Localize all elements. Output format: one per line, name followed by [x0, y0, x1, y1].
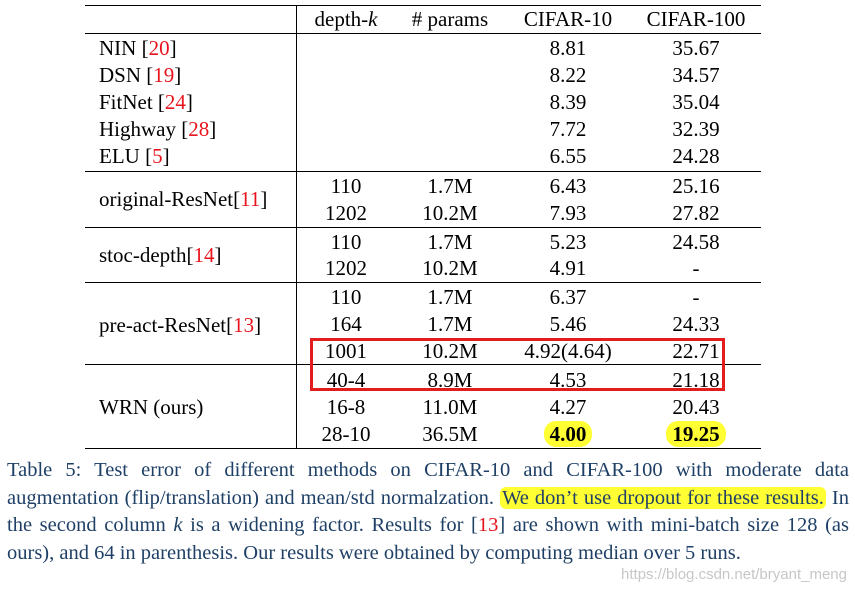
watermark: https://blog.csdn.net/bryant_meng [621, 566, 847, 583]
cell-params: 10.2M [422, 256, 478, 280]
method-nin: NIN [20] [99, 36, 177, 60]
cell-params: 1.7M [427, 285, 473, 309]
cell-c10: 4.92(4.64) [524, 339, 612, 363]
table-bottom-rule [85, 448, 761, 449]
cell-c100: 35.04 [672, 90, 720, 114]
group-rule-2 [85, 227, 761, 228]
cell-c100: 20.43 [672, 395, 720, 419]
cell-c100: 24.33 [672, 312, 720, 336]
method-dsn: DSN [19] [99, 63, 182, 87]
caption-part4: ] are shown with mini-batch size 128 (as… [7, 514, 849, 564]
citation-link[interactable]: 24 [164, 90, 186, 114]
best-c10-cell: 4.00 [504, 421, 632, 447]
cell-c100: 24.58 [672, 230, 720, 254]
header-params: # params [411, 7, 489, 31]
cell-depth: 28-10 [321, 422, 371, 446]
best-c100-cell: 19.25 [632, 421, 760, 447]
header-depth-k: k [368, 7, 378, 31]
header-rule [85, 33, 761, 34]
cell-c10: 8.81 [549, 36, 587, 60]
cell-params: 1.7M [427, 230, 473, 254]
method-label: pre-act-ResNet [99, 313, 227, 337]
cell-params: 36.5M [422, 422, 478, 446]
best-c100-value: 19.25 [666, 421, 726, 447]
cell-c10: 8.22 [549, 63, 587, 87]
citation-link[interactable]: 5 [152, 144, 163, 168]
cell-c100: 27.82 [672, 201, 720, 225]
method-label: Highway [99, 117, 176, 141]
cell-depth: 1202 [325, 256, 367, 280]
cell-c10: 5.23 [549, 230, 587, 254]
table-top-rule [85, 5, 761, 6]
cell-c10: 6.55 [549, 144, 587, 168]
group-rule-1 [85, 171, 761, 172]
header-cifar100: CIFAR-100 [646, 7, 746, 31]
header-depth-label: depth- [314, 7, 369, 31]
cell-depth: 110 [330, 285, 362, 309]
citation-link[interactable]: 11 [240, 187, 261, 211]
header-cifar10: CIFAR-10 [523, 7, 613, 31]
cell-params: 11.0M [422, 395, 478, 419]
group-rule-3 [85, 282, 761, 283]
cell-c100: 22.71 [672, 339, 720, 363]
method-fitnet: FitNet [24] [99, 90, 193, 114]
method-original-resnet: original-ResNet[11] [99, 187, 268, 211]
cell-params: 10.2M [422, 201, 478, 225]
cell-depth: 164 [330, 312, 362, 336]
caption-part1: Table 5: Test error of different methods… [7, 459, 849, 509]
header-depth: depth-k [296, 7, 396, 31]
cell-params: 10.2M [422, 339, 478, 363]
caption-k: k [173, 514, 183, 536]
method-stoc-depth: stoc-depth[14] [99, 243, 222, 267]
method-label: FitNet [99, 90, 153, 114]
cell-params: 1.7M [427, 174, 473, 198]
method-highway: Highway [28] [99, 117, 217, 141]
column-divider [296, 5, 297, 448]
cell-c10: 4.27 [549, 395, 587, 419]
cell-depth: 110 [330, 230, 362, 254]
best-c10-value: 4.00 [543, 421, 593, 447]
cell-params: 1.7M [427, 312, 473, 336]
citation-link[interactable]: 20 [148, 36, 170, 60]
method-label: DSN [99, 63, 142, 87]
method-elu: ELU [5] [99, 144, 170, 168]
cell-c10: 6.37 [549, 285, 587, 309]
cell-c100: 34.57 [672, 63, 720, 87]
citation-link[interactable]: 13 [233, 313, 255, 337]
cell-c100: - [692, 256, 700, 280]
cell-c100: 32.39 [672, 117, 720, 141]
annotation-red-box [310, 338, 725, 391]
cell-c10: 5.46 [549, 312, 587, 336]
method-label: stoc-depth [99, 243, 187, 267]
method-pre-act-resnet: pre-act-ResNet[13] [99, 313, 262, 337]
cell-depth: 1001 [325, 339, 367, 363]
citation-link[interactable]: 14 [193, 243, 215, 267]
caption-part2: In the second column [7, 486, 850, 537]
cell-c10: 8.39 [549, 90, 587, 114]
group-rule-4 [85, 364, 761, 365]
table-caption: Table 5: Test error of different methods… [7, 457, 849, 567]
method-label: original-ResNet [99, 187, 234, 211]
cell-depth: 16-8 [326, 395, 366, 419]
cell-c10: 7.93 [549, 201, 587, 225]
caption-highlight: We don’t use dropout for these results. [500, 486, 826, 509]
caption-part3: is a widening factor. Results for [ [182, 514, 478, 536]
citation-link[interactable]: 28 [188, 117, 210, 141]
cell-c100: - [692, 285, 700, 309]
caption-citation-link[interactable]: 13 [477, 514, 499, 536]
citation-link[interactable]: 19 [153, 63, 175, 87]
cell-c10: 4.91 [549, 256, 587, 280]
method-label: ELU [99, 144, 140, 168]
cell-depth: 1202 [325, 201, 367, 225]
cell-c100: 35.67 [672, 36, 720, 60]
cell-c100: 24.28 [672, 144, 720, 168]
cell-c100: 25.16 [672, 174, 720, 198]
cell-c10: 6.43 [549, 174, 587, 198]
method-wrn: WRN (ours) [99, 395, 204, 419]
method-label: NIN [99, 36, 137, 60]
cell-depth: 110 [330, 174, 362, 198]
cell-c10: 7.72 [549, 117, 587, 141]
